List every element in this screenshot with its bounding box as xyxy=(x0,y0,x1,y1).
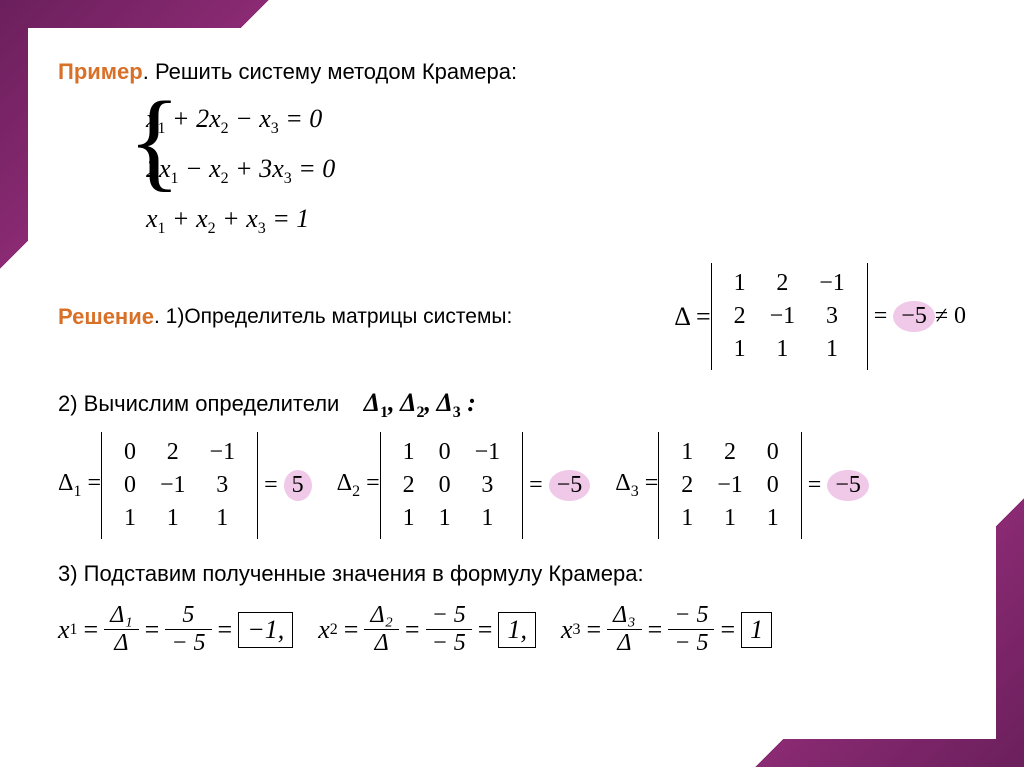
x2-result: 1, xyxy=(498,612,536,648)
delta2-value: −5 xyxy=(549,470,591,501)
title-line: Пример. Решить систему методом Крамера: xyxy=(58,59,966,85)
delta-main: Δ = 12−1 2−13 111 = −5 ≠ 0 xyxy=(674,263,966,370)
delta3-value: −5 xyxy=(827,470,869,501)
equation-3: x1 + x2 + x3 = 1 xyxy=(146,199,335,249)
x1-solution: x1= Δ₁Δ = 5− 5 = −1, xyxy=(58,602,293,657)
x2-solution: x2= Δ₂Δ = − 5− 5 = 1, xyxy=(318,602,536,657)
delta-main-tail: ≠ 0 xyxy=(935,303,966,330)
x3-result: 1 xyxy=(741,612,772,648)
equation-system: { x1 + 2x2 − x3 = 0 2x1 − x2 + 3x3 = 0 x… xyxy=(128,99,335,249)
solutions-row: x1= Δ₁Δ = 5− 5 = −1, x2= Δ₂Δ = − 5− 5 = … xyxy=(58,602,966,657)
brace-icon: { xyxy=(128,95,181,185)
delta1-value: 5 xyxy=(284,470,312,501)
determinant-bars: 12−1 2−13 111 xyxy=(711,263,868,370)
step1-row: Решение . 1)Определитель матрицы системы… xyxy=(58,263,966,370)
step2-text: 2) Вычислим определители xyxy=(58,391,339,416)
delta1-block: Δ1 = 02−1 0−13 111 = 5 xyxy=(58,432,312,539)
step2-line: 2) Вычислим определители Δ1, Δ2, Δ3 : xyxy=(58,388,966,422)
delta2-block: Δ2 = 10−1 203 111 = −5 xyxy=(337,432,591,539)
delta-main-value: −5 xyxy=(893,301,935,332)
title-rest: . Решить систему методом Крамера: xyxy=(143,59,517,84)
delta-symbol: Δ = xyxy=(674,302,710,332)
step3-text: 3) Подставим полученные значения в форму… xyxy=(58,561,644,586)
x1-result: −1, xyxy=(238,612,293,648)
step1-label: . 1)Определитель матрицы системы: xyxy=(154,305,512,329)
step2-symbols: Δ1, Δ2, Δ3 : xyxy=(364,388,476,417)
solution-word: Решение xyxy=(58,304,154,330)
x3-solution: x3= Δ₃Δ = − 5− 5 = 1 xyxy=(561,602,772,657)
step3-line: 3) Подставим полученные значения в форму… xyxy=(58,561,966,587)
delta3-block: Δ3 = 120 2−10 111 = −5 xyxy=(615,432,869,539)
slide-content: Пример. Решить систему методом Крамера: … xyxy=(28,28,996,739)
determinants-row: Δ1 = 02−1 0−13 111 = 5 Δ2 = 10−1 203 111 xyxy=(58,432,966,539)
det-main-table: 12−1 2−13 111 xyxy=(722,267,857,366)
